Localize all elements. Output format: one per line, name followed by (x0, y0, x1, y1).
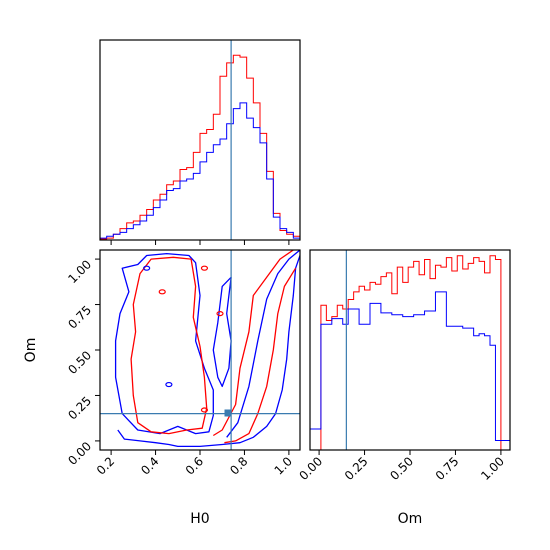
x-tick-label: 0.50 (387, 454, 416, 483)
histogram-series-1 (309, 291, 511, 450)
x-tick-label: 0.4 (138, 454, 161, 477)
x-tick-label: 0.8 (227, 454, 250, 477)
contour-line-5 (224, 267, 297, 444)
truth-marker (224, 409, 232, 417)
histogram-series-1 (99, 102, 301, 240)
contour-line-4 (226, 250, 300, 438)
om-histogram-panel: 0.00 0.25 0.50 0.75 1.00 (296, 249, 511, 483)
contour-line-1 (114, 252, 214, 435)
joint-truth-lines (100, 250, 300, 450)
contour-line-0 (117, 255, 300, 448)
contour-blob-0 (165, 381, 173, 388)
x-tick-label: 0.25 (342, 454, 371, 483)
histogram-series-0 (310, 255, 510, 451)
y-tick-label: 0.00 (65, 439, 94, 468)
x-tick-label: 0.75 (433, 454, 462, 483)
h0-histogram-ticks (110, 240, 290, 245)
joint-y-ticks: 0.00 0.25 0.50 0.75 1.00 (65, 257, 100, 468)
om-axis-label: Om (23, 338, 39, 363)
joint-panel: 0.2 0.4 0.6 0.8 1.0 0.00 0.25 0.50 0.75 1.00 (65, 249, 301, 478)
om-histogram-frame (309, 249, 511, 451)
contour-blob-4 (158, 289, 166, 295)
h0-histogram-panel (99, 39, 301, 245)
x-tick-label: 0.6 (183, 454, 206, 477)
x-tick-label: 1.00 (478, 454, 507, 483)
joint-x-ticks: 0.2 0.4 0.6 0.8 1.0 (94, 450, 295, 478)
om-x-ticks: 0.00 0.25 0.50 0.75 1.00 (296, 450, 507, 483)
histogram-series-0 (99, 54, 301, 240)
x-tick-label: 0.2 (94, 454, 117, 477)
contour-blob-3 (143, 265, 151, 271)
y-tick-label: 0.50 (65, 348, 94, 377)
y-tick-label: 1.00 (65, 257, 94, 286)
contour-line-3 (212, 250, 294, 437)
om-side-axis-label: Om (398, 511, 423, 527)
h0-axis-label: H0 (190, 511, 209, 527)
y-tick-label: 0.75 (65, 303, 94, 332)
contour-blob-5 (216, 311, 224, 317)
x-tick-label: 0.00 (296, 454, 325, 483)
contour-line-6 (212, 276, 232, 388)
contour-blob-2 (200, 407, 209, 413)
y-tick-label: 0.25 (65, 394, 94, 423)
om-histogram-series (309, 255, 511, 451)
h0-histogram-series (99, 54, 301, 240)
x-tick-label: 1.0 (272, 454, 295, 477)
contour-line-2 (130, 256, 208, 435)
h0-histogram-frame (99, 39, 301, 241)
contour-blob-1 (200, 265, 209, 271)
joint-contours (114, 250, 300, 448)
